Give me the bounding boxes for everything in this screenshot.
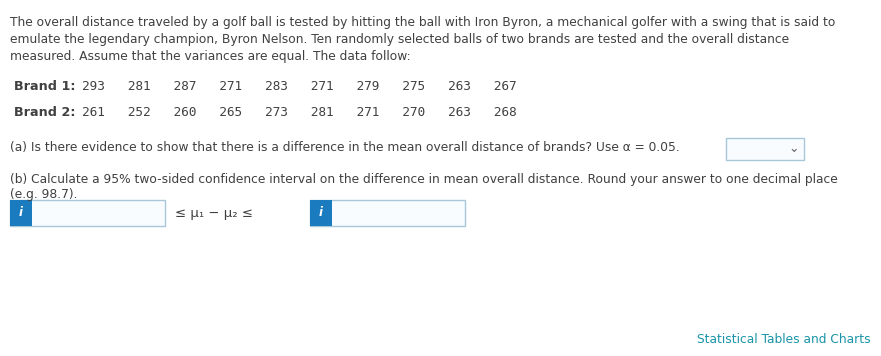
Text: 261   252   260   265   273   281   271   270   263   268: 261 252 260 265 273 281 271 270 263 268 (82, 106, 516, 119)
Text: (a) Is there evidence to show that there is a difference in the mean overall dis: (a) Is there evidence to show that there… (10, 141, 680, 154)
Text: 293   281   287   271   283   271   279   275   263   267: 293 281 287 271 283 271 279 275 263 267 (82, 80, 516, 93)
Text: measured. Assume that the variances are equal. The data follow:: measured. Assume that the variances are … (10, 50, 411, 63)
Text: (b) Calculate a 95% two-sided confidence interval on the difference in mean over: (b) Calculate a 95% two-sided confidence… (10, 173, 838, 186)
Text: i: i (19, 206, 23, 220)
Text: Statistical Tables and Charts: Statistical Tables and Charts (698, 333, 871, 346)
Text: ≤ μ₁ − μ₂ ≤: ≤ μ₁ − μ₂ ≤ (175, 206, 253, 220)
Text: i: i (319, 206, 323, 220)
FancyBboxPatch shape (10, 200, 32, 226)
FancyBboxPatch shape (310, 200, 465, 226)
Text: emulate the legendary champion, Byron Nelson. Ten randomly selected balls of two: emulate the legendary champion, Byron Ne… (10, 33, 789, 46)
FancyBboxPatch shape (726, 138, 804, 160)
Text: (e.g. 98.7).: (e.g. 98.7). (10, 188, 78, 201)
FancyBboxPatch shape (310, 200, 332, 226)
Text: Brand 2:: Brand 2: (14, 106, 76, 119)
Text: The overall distance traveled by a golf ball is tested by hitting the ball with : The overall distance traveled by a golf … (10, 16, 835, 29)
FancyBboxPatch shape (10, 200, 165, 226)
Text: Brand 1:: Brand 1: (14, 80, 76, 93)
Text: ⌄: ⌄ (788, 142, 799, 156)
